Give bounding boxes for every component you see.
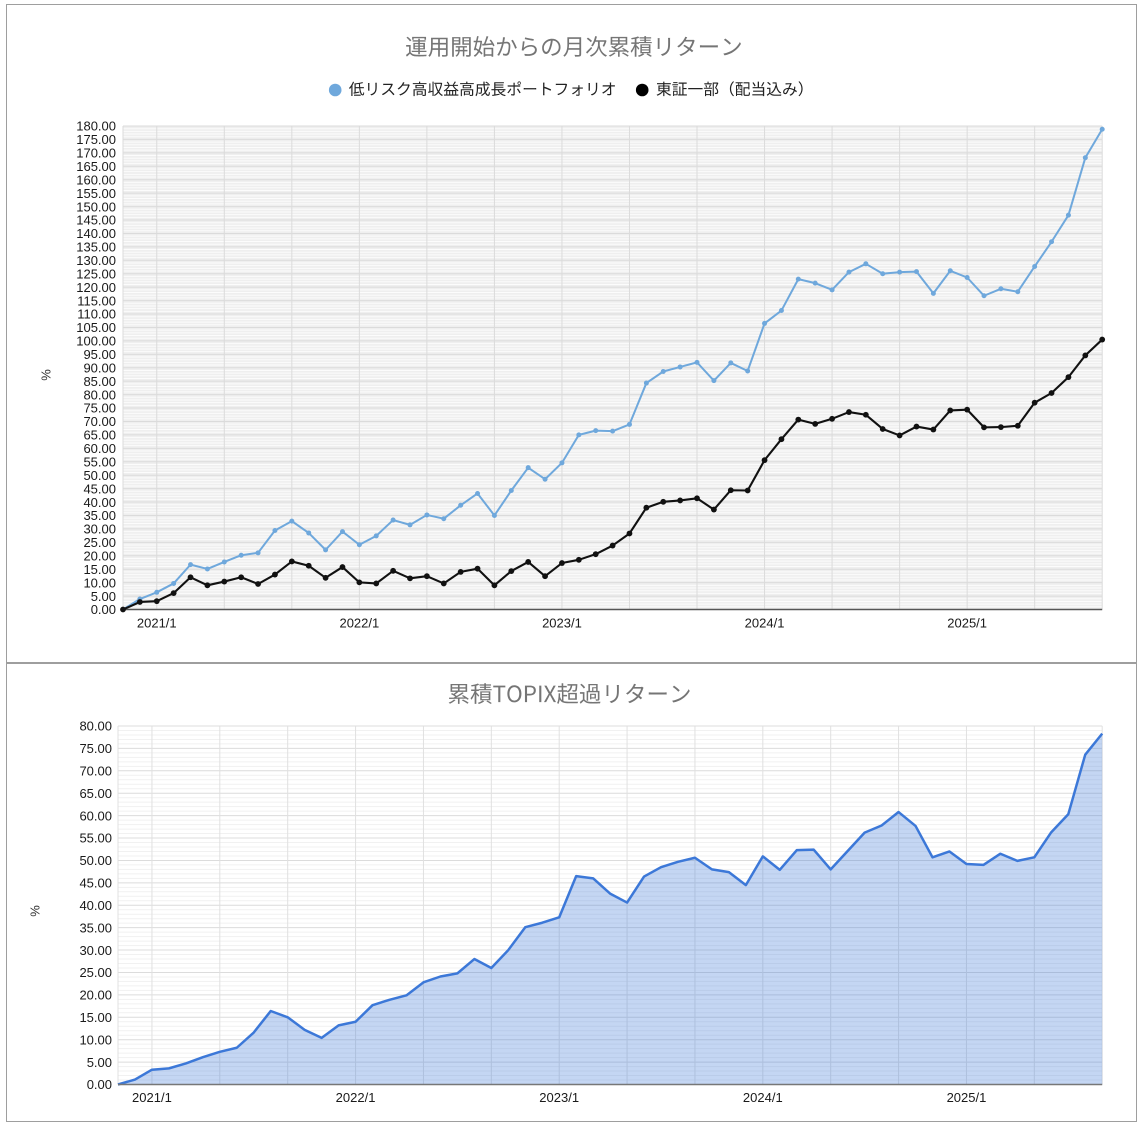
svg-text:65.00: 65.00 xyxy=(83,428,116,443)
svg-text:150.00: 150.00 xyxy=(76,199,116,214)
svg-text:80.00: 80.00 xyxy=(79,719,112,734)
svg-text:90.00: 90.00 xyxy=(83,360,116,375)
svg-text:2025/1: 2025/1 xyxy=(947,1090,987,1105)
svg-text:30.00: 30.00 xyxy=(83,522,116,537)
svg-text:85.00: 85.00 xyxy=(83,374,116,389)
svg-text:2022/1: 2022/1 xyxy=(339,616,379,631)
svg-text:55.00: 55.00 xyxy=(79,831,112,846)
svg-text:130.00: 130.00 xyxy=(76,253,116,268)
svg-text:20.00: 20.00 xyxy=(83,548,116,563)
svg-text:55.00: 55.00 xyxy=(83,454,116,469)
svg-text:105.00: 105.00 xyxy=(76,320,116,335)
svg-text:70.00: 70.00 xyxy=(83,414,116,429)
svg-text:15.00: 15.00 xyxy=(83,562,116,577)
svg-text:50.00: 50.00 xyxy=(79,853,112,868)
svg-text:135.00: 135.00 xyxy=(76,240,116,255)
svg-text:0.00: 0.00 xyxy=(87,1077,112,1092)
svg-text:35.00: 35.00 xyxy=(83,508,116,523)
svg-text:0.00: 0.00 xyxy=(91,602,116,617)
svg-text:40.00: 40.00 xyxy=(79,898,112,913)
svg-text:155.00: 155.00 xyxy=(76,186,116,201)
svg-text:2025/1: 2025/1 xyxy=(947,616,987,631)
svg-text:5.00: 5.00 xyxy=(87,1055,112,1070)
svg-text:2022/1: 2022/1 xyxy=(336,1090,376,1105)
svg-text:175.00: 175.00 xyxy=(76,132,116,147)
svg-text:%: % xyxy=(39,369,54,381)
svg-text:15.00: 15.00 xyxy=(79,1010,112,1025)
svg-text:75.00: 75.00 xyxy=(79,741,112,756)
svg-text:120.00: 120.00 xyxy=(76,280,116,295)
svg-text:80.00: 80.00 xyxy=(83,387,116,402)
svg-text:160.00: 160.00 xyxy=(76,172,116,187)
svg-text:10.00: 10.00 xyxy=(83,575,116,590)
svg-text:165.00: 165.00 xyxy=(76,159,116,174)
svg-text:2023/1: 2023/1 xyxy=(542,616,582,631)
svg-text:45.00: 45.00 xyxy=(83,481,116,496)
svg-text:50.00: 50.00 xyxy=(83,468,116,483)
svg-text:30.00: 30.00 xyxy=(79,943,112,958)
svg-text:2021/1: 2021/1 xyxy=(137,616,177,631)
svg-text:95.00: 95.00 xyxy=(83,347,116,362)
svg-text:60.00: 60.00 xyxy=(79,808,112,823)
svg-text:145.00: 145.00 xyxy=(76,213,116,228)
svg-text:100.00: 100.00 xyxy=(76,334,116,349)
svg-text:10.00: 10.00 xyxy=(79,1032,112,1047)
svg-text:2023/1: 2023/1 xyxy=(539,1090,579,1105)
svg-text:65.00: 65.00 xyxy=(79,786,112,801)
svg-text:170.00: 170.00 xyxy=(76,146,116,161)
svg-text:5.00: 5.00 xyxy=(91,589,116,604)
svg-text:110.00: 110.00 xyxy=(77,307,116,322)
svg-text:45.00: 45.00 xyxy=(79,876,112,891)
svg-text:70.00: 70.00 xyxy=(79,764,112,779)
svg-text:35.00: 35.00 xyxy=(79,920,112,935)
svg-text:20.00: 20.00 xyxy=(79,988,112,1003)
svg-text:2021/1: 2021/1 xyxy=(132,1090,172,1105)
svg-text:115.00: 115.00 xyxy=(77,293,116,308)
svg-text:2024/1: 2024/1 xyxy=(743,1090,783,1105)
svg-text:60.00: 60.00 xyxy=(83,441,116,456)
svg-text:75.00: 75.00 xyxy=(83,401,116,416)
svg-text:125.00: 125.00 xyxy=(76,266,116,281)
svg-text:180.00: 180.00 xyxy=(76,119,116,134)
svg-text:%: % xyxy=(28,905,43,917)
svg-text:40.00: 40.00 xyxy=(83,495,116,510)
svg-text:140.00: 140.00 xyxy=(76,226,116,241)
svg-text:2024/1: 2024/1 xyxy=(745,616,785,631)
svg-text:25.00: 25.00 xyxy=(79,965,112,980)
svg-text:25.00: 25.00 xyxy=(83,535,116,550)
